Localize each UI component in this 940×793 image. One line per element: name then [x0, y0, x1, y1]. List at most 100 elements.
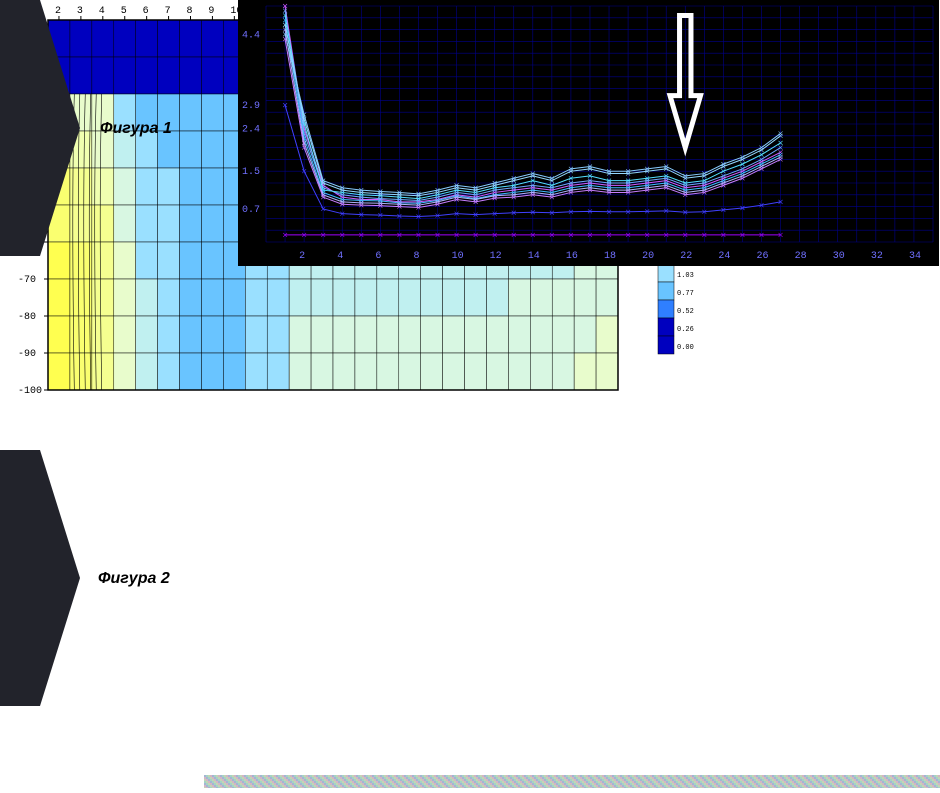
heatmap-cell	[201, 279, 223, 316]
chart1-x-tick: 12	[490, 251, 502, 262]
heatmap-cell	[289, 279, 311, 316]
heatmap-cell	[508, 353, 530, 390]
heatmap-cell	[114, 57, 136, 94]
figure-2-label: Фигура 2	[98, 570, 170, 588]
heatmap-cell	[245, 316, 267, 353]
pointer-2	[0, 450, 80, 706]
heatmap-cell	[201, 242, 223, 279]
heatmap-cell	[92, 205, 114, 242]
heatmap-cell	[114, 205, 136, 242]
chart1-x-tick: 16	[566, 251, 578, 262]
chart2-x-tick: 9	[208, 6, 214, 17]
chart2-y-tick: -100	[18, 386, 42, 397]
pointer-1	[0, 0, 80, 256]
figure-1-label: Фигура 1	[100, 120, 172, 138]
chart2-y-tick: -90	[18, 349, 36, 360]
heatmap-cell	[114, 279, 136, 316]
chart1-x-tick: 32	[871, 251, 883, 262]
heatmap-cell	[180, 131, 202, 168]
heatmap-cell	[114, 316, 136, 353]
heatmap-cell	[552, 316, 574, 353]
heatmap-cell	[245, 353, 267, 390]
heatmap-cell	[377, 353, 399, 390]
heatmap-cell	[136, 205, 158, 242]
heatmap-cell	[158, 279, 180, 316]
heatmap-cell	[443, 316, 465, 353]
chart1-x-tick: 2	[299, 251, 305, 262]
heatmap-cell	[92, 353, 114, 390]
legend-swatch	[658, 300, 674, 318]
heatmap-cell	[574, 353, 596, 390]
heatmap-cell	[552, 353, 574, 390]
heatmap-cell	[333, 279, 355, 316]
chart1-x-tick: 4	[337, 251, 343, 262]
noise-strip	[204, 775, 940, 788]
heatmap-cell	[355, 353, 377, 390]
heatmap-cell	[508, 316, 530, 353]
heatmap-cell	[465, 279, 487, 316]
heatmap-cell	[223, 353, 245, 390]
heatmap-cell	[443, 353, 465, 390]
heatmap-cell	[311, 279, 333, 316]
chart1-x-tick: 20	[642, 251, 654, 262]
heatmap-cell	[289, 316, 311, 353]
chart2-x-tick: 7	[165, 6, 171, 17]
heatmap-cell	[180, 205, 202, 242]
heatmap-cell	[530, 279, 552, 316]
chart2-x-tick: 4	[99, 6, 105, 17]
heatmap-cell	[552, 279, 574, 316]
heatmap-cell	[399, 353, 421, 390]
chart1-y-tick: 0.7	[242, 205, 260, 216]
heatmap-cell	[333, 316, 355, 353]
heatmap-cell	[377, 316, 399, 353]
heatmap-cell	[486, 353, 508, 390]
heatmap-cell	[465, 353, 487, 390]
heatmap-cell	[223, 279, 245, 316]
heatmap-cell	[114, 20, 136, 57]
heatmap-cell	[355, 316, 377, 353]
heatmap-cell	[486, 316, 508, 353]
legend-label: 0.26	[677, 326, 694, 334]
heatmap-cell	[158, 20, 180, 57]
heatmap-cell	[201, 20, 223, 57]
heatmap-cell	[136, 353, 158, 390]
heatmap-cell	[333, 353, 355, 390]
chart1-x-tick: 8	[413, 251, 419, 262]
heatmap-cell	[158, 242, 180, 279]
heatmap-cell	[136, 316, 158, 353]
legend-label: 0.00	[677, 344, 694, 352]
chart2-y-tick: -70	[18, 275, 36, 286]
heatmap-cell	[311, 353, 333, 390]
heatmap-cell	[136, 57, 158, 94]
heatmap-cell	[180, 57, 202, 94]
chart2-x-tick: 8	[187, 6, 193, 17]
heatmap-cell	[421, 316, 443, 353]
heatmap-cell	[201, 205, 223, 242]
heatmap-cell	[245, 279, 267, 316]
heatmap-cell	[158, 168, 180, 205]
heatmap-cell	[201, 94, 223, 131]
heatmap-cell	[136, 242, 158, 279]
chart1-x-tick: 6	[375, 251, 381, 262]
heatmap-cell	[158, 57, 180, 94]
heatmap-cell	[158, 353, 180, 390]
heatmap-cell	[267, 279, 289, 316]
heatmap-cell	[180, 168, 202, 205]
heatmap-cell	[136, 20, 158, 57]
heatmap-cell	[180, 316, 202, 353]
heatmap-cell	[486, 279, 508, 316]
heatmap-cell	[399, 316, 421, 353]
legend-label: 0.77	[677, 290, 694, 298]
heatmap-cell	[267, 316, 289, 353]
heatmap-cell	[136, 279, 158, 316]
legend-swatch	[658, 282, 674, 300]
chart1-x-tick: 22	[680, 251, 692, 262]
heatmap-cell	[508, 279, 530, 316]
heatmap-cell	[201, 57, 223, 94]
heatmap-cell	[596, 353, 618, 390]
chart1-x-tick: 14	[528, 251, 540, 262]
heatmap-cell	[201, 168, 223, 205]
heatmap-cell	[355, 279, 377, 316]
heatmap-cell	[596, 279, 618, 316]
heatmap-cell	[48, 353, 70, 390]
